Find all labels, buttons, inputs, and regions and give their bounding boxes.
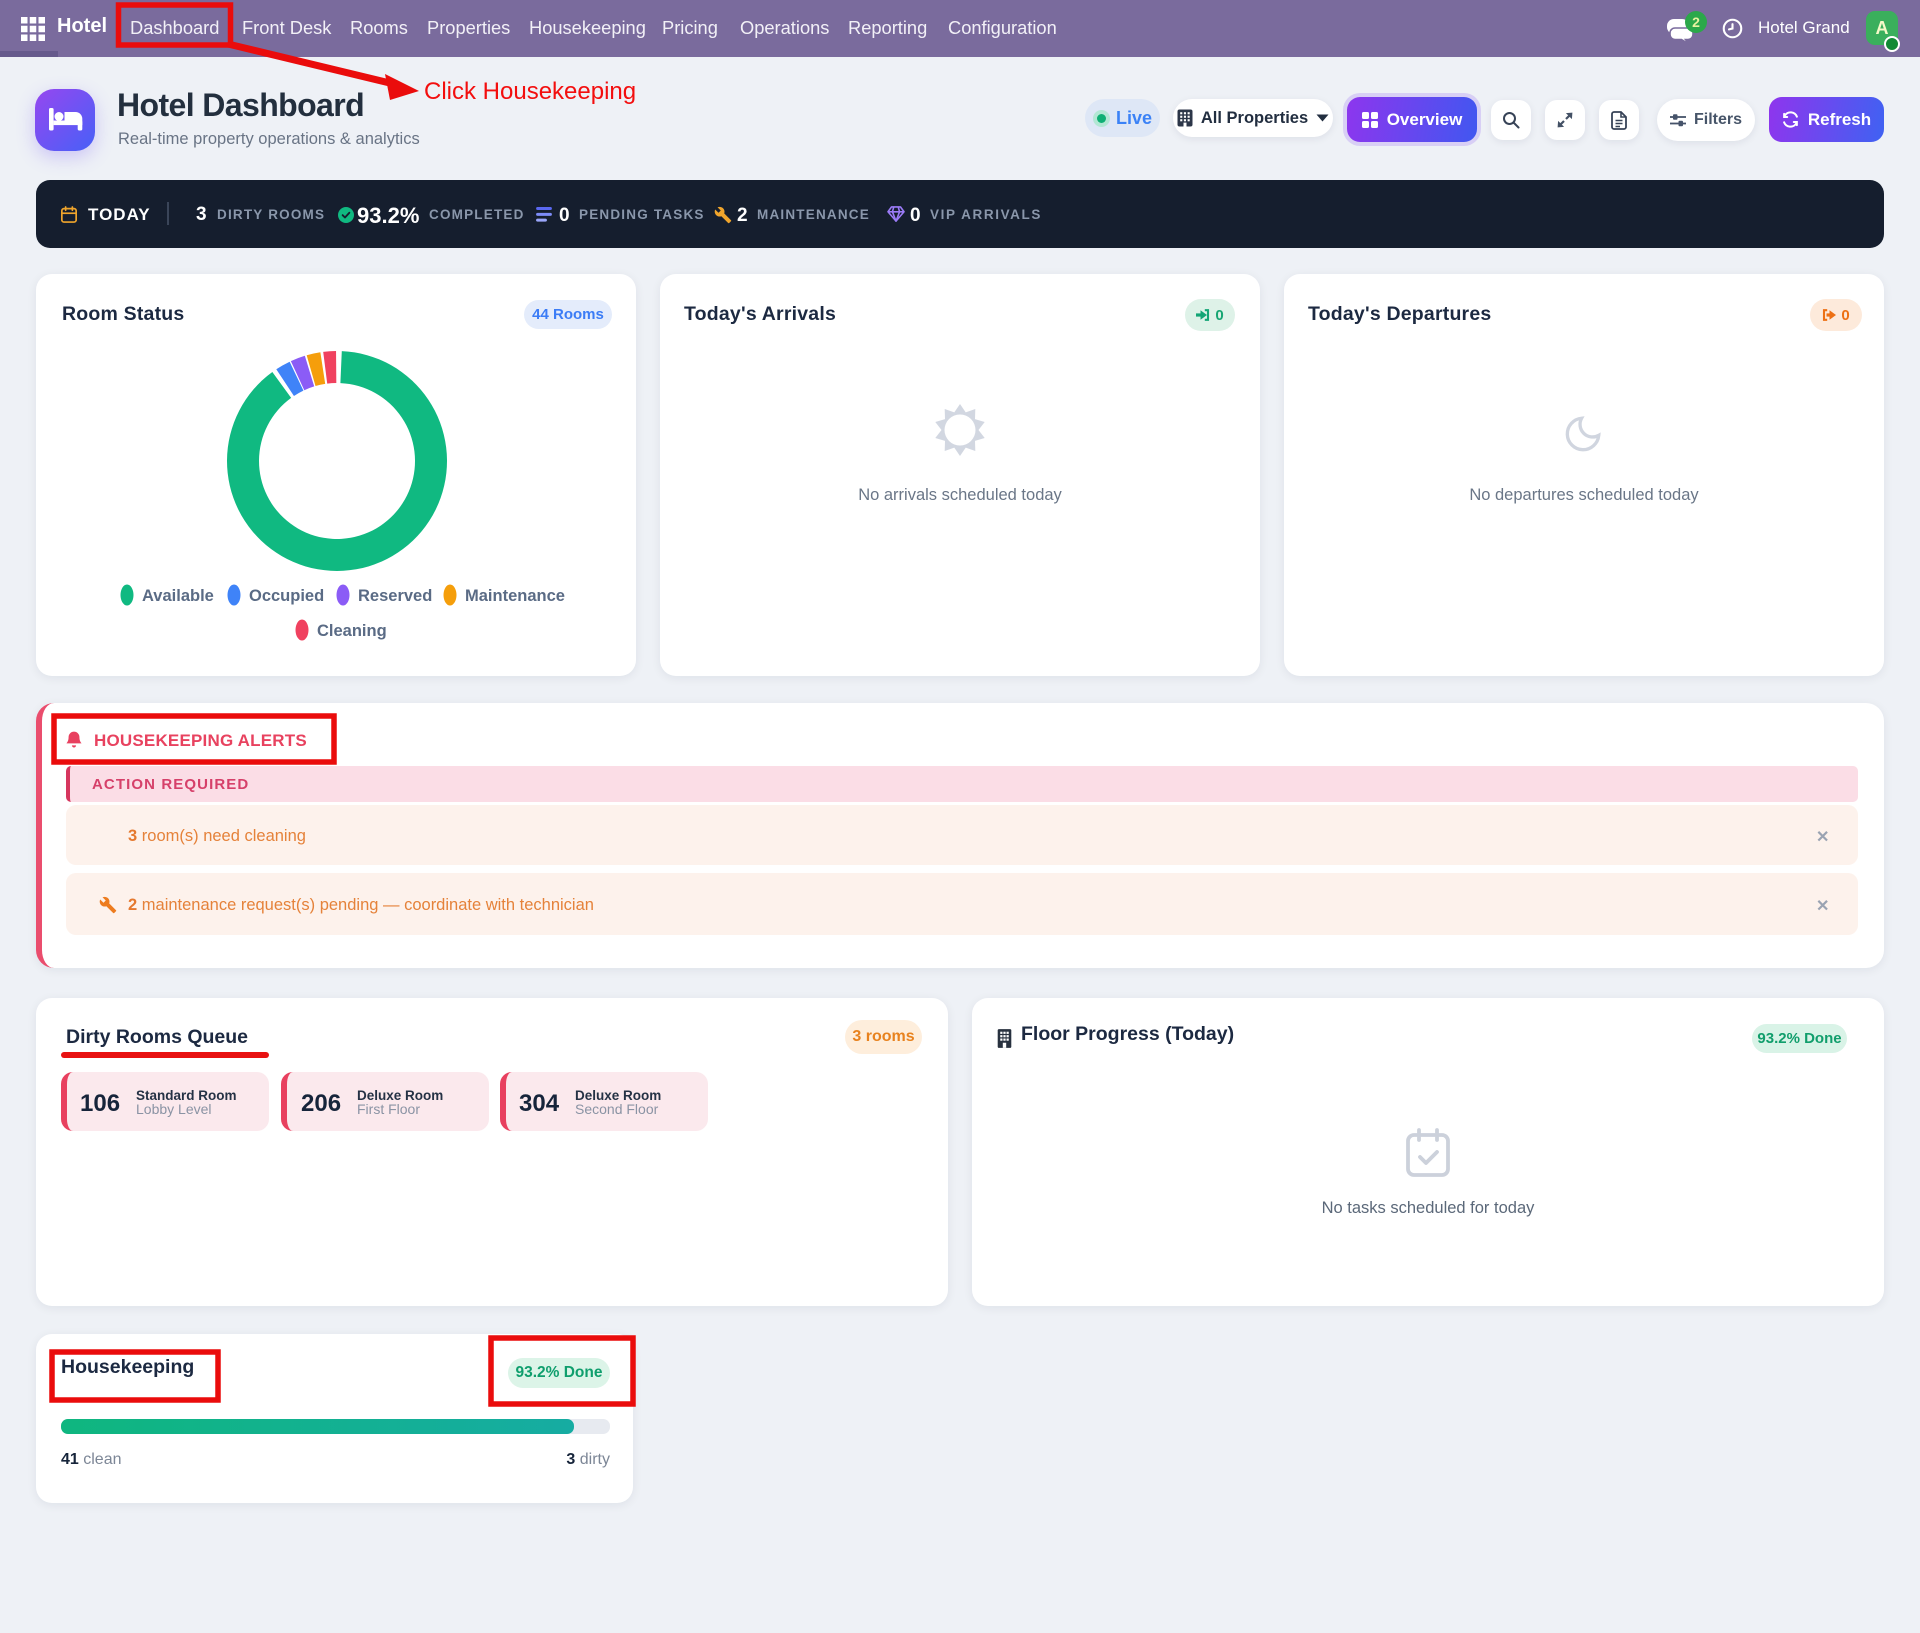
svg-text:Occupied: Occupied	[249, 587, 324, 605]
svg-text:Reserved: Reserved	[358, 587, 432, 605]
svg-text:Available: Available	[142, 587, 214, 605]
svg-text:Cleaning: Cleaning	[317, 622, 387, 640]
svg-text:Maintenance: Maintenance	[465, 587, 565, 605]
